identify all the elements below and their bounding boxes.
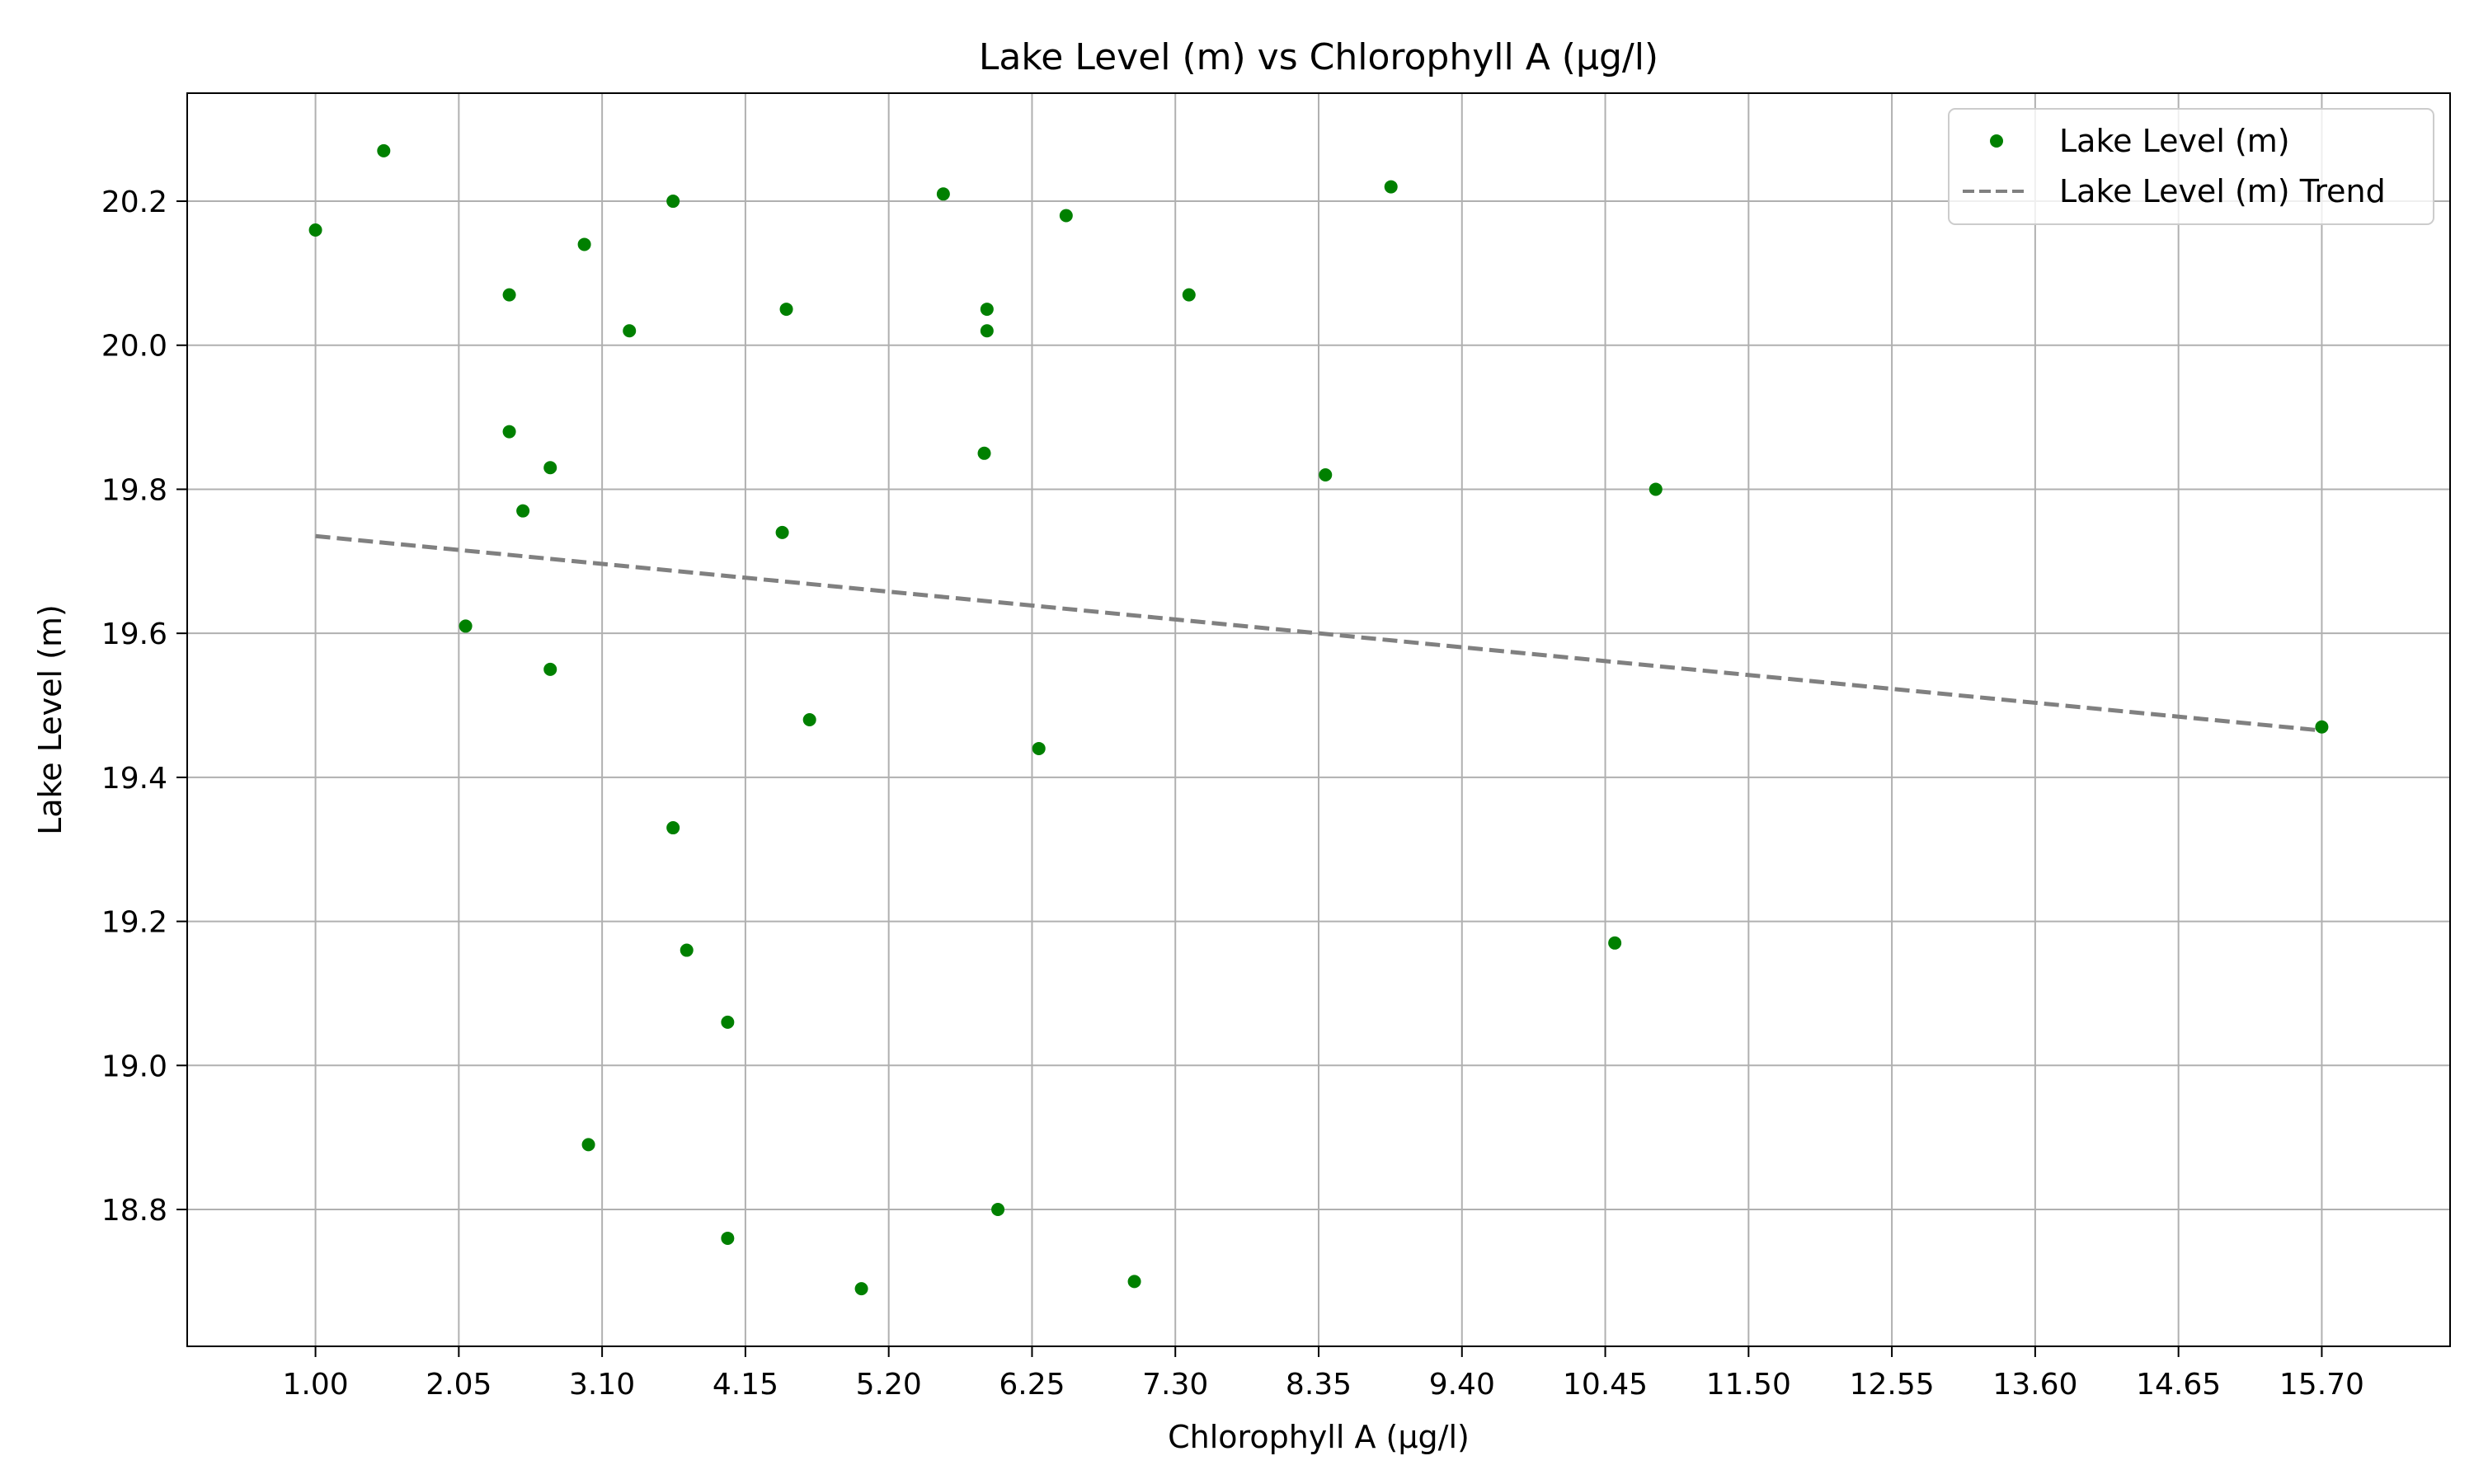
x-tick-label: 7.30	[1142, 1368, 1208, 1402]
x-tick-label: 1.00	[282, 1368, 348, 1402]
x-tick-label: 8.35	[1286, 1368, 1352, 1402]
legend-entry-scatter: Lake Level (m)	[2059, 123, 2290, 159]
x-tick-label: 12.55	[1850, 1368, 1935, 1402]
data-point	[459, 619, 473, 633]
x-tick-label: 2.05	[426, 1368, 492, 1402]
data-point	[1059, 209, 1073, 223]
y-tick-label: 19.8	[101, 473, 167, 507]
x-axis-label: Chlorophyll A (µg/l)	[1168, 1419, 1470, 1455]
y-tick-label: 19.4	[101, 762, 167, 796]
x-tick-label: 14.65	[2136, 1368, 2221, 1402]
data-point	[980, 324, 994, 338]
data-point	[1319, 467, 1333, 481]
data-point	[377, 143, 391, 157]
data-point	[977, 446, 991, 460]
data-point	[308, 223, 322, 237]
data-point	[623, 324, 637, 338]
data-point	[854, 1282, 868, 1296]
x-tick-label: 15.70	[2279, 1368, 2364, 1402]
data-point	[1127, 1275, 1141, 1289]
data-point	[775, 525, 789, 539]
legend: Lake Level (m) Lake Level (m) Trend	[1948, 108, 2434, 225]
x-tick-label: 6.25	[999, 1368, 1065, 1402]
trend-line-layer	[315, 533, 2322, 733]
data-point	[581, 1138, 595, 1152]
chart-title: Lake Level (m) vs Chlorophyll A (µg/l)	[979, 36, 1658, 78]
data-point	[502, 288, 516, 302]
data-point	[1649, 482, 1663, 496]
y-tick-label: 20.2	[101, 186, 167, 219]
data-point	[721, 1015, 735, 1029]
data-point	[680, 943, 694, 957]
data-points	[308, 143, 2329, 1296]
x-tick-label: 5.20	[856, 1368, 922, 1402]
data-point	[721, 1231, 735, 1245]
y-tick-label: 19.2	[101, 906, 167, 940]
y-axis-ticks: 18.8 19.0 19.2 19.4 19.6 19.8 20.0 20.2	[101, 186, 187, 1228]
data-point	[1032, 741, 1046, 755]
data-point	[1384, 180, 1398, 194]
data-point	[802, 713, 816, 726]
x-tick-label: 10.45	[1563, 1368, 1648, 1402]
y-tick-label: 20.0	[101, 330, 167, 364]
y-tick-label: 18.8	[101, 1194, 167, 1228]
y-axis-label: Lake Level (m)	[32, 604, 68, 835]
trend-line	[315, 533, 2322, 733]
y-tick-label: 19.6	[101, 618, 167, 651]
legend-entry-trend: Lake Level (m) Trend	[2059, 173, 2386, 209]
data-point	[543, 461, 557, 475]
data-point	[666, 195, 680, 209]
data-point	[666, 821, 680, 835]
x-axis-ticks: 1.00 2.05 3.10 4.15 5.20 6.25 7.30 8.35 9.40 10.4…	[282, 1346, 2364, 1402]
data-point	[980, 303, 994, 317]
y-tick-label: 19.0	[101, 1050, 167, 1083]
x-tick-label: 11.50	[1706, 1368, 1791, 1402]
data-point	[779, 303, 793, 317]
legend-scatter-marker	[1990, 134, 2003, 148]
data-point	[2315, 720, 2329, 734]
x-tick-label: 3.10	[569, 1368, 635, 1402]
data-point	[1182, 288, 1196, 302]
data-point	[991, 1203, 1005, 1217]
data-point	[516, 504, 530, 518]
grid	[187, 93, 2450, 1346]
x-tick-label: 4.15	[713, 1368, 778, 1402]
data-point	[936, 187, 950, 201]
data-point	[543, 662, 557, 676]
legend-box	[1948, 108, 2434, 225]
x-tick-label: 13.60	[1992, 1368, 2077, 1402]
x-tick-label: 9.40	[1429, 1368, 1495, 1402]
data-point	[1608, 936, 1622, 950]
data-point	[577, 237, 591, 251]
data-point	[502, 425, 516, 439]
